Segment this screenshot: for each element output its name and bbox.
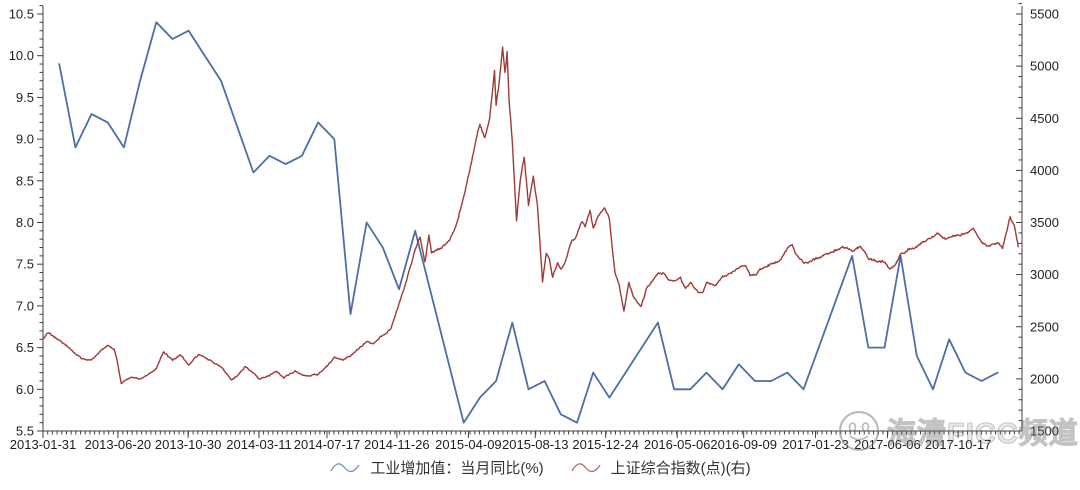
legend-wave-icon-blue [330, 462, 360, 472]
y-right-tick-label: 3500 [1030, 215, 1059, 230]
y-left-tick-label: 6.0 [16, 382, 34, 397]
y-left-tick-label: 9.5 [16, 90, 34, 105]
y-right-tick-label: 2500 [1030, 319, 1059, 334]
legend-item-industrial-output: 工业增加值：当月同比(%) [329, 457, 544, 478]
legend-item-sse-index: 上证综合指数(点)(右) [570, 457, 751, 478]
y-right-tick-label: 1500 [1030, 424, 1059, 439]
y-left-tick-label: 10.0 [9, 48, 34, 63]
x-tick-label: 2013-01-31 [10, 437, 77, 452]
y-left-tick-label: 8.0 [16, 215, 34, 230]
legend-label-industrial-output: 工业增加值：当月同比(%) [370, 460, 544, 477]
x-tick-label: 2013-06-20 [85, 437, 152, 452]
industrial-output-line [58, 21, 999, 424]
y-right-tick-label: 4500 [1030, 111, 1059, 126]
y-left-tick-label: 9.0 [16, 132, 34, 147]
x-tick-label: 2015-08-13 [502, 437, 569, 452]
x-tick-label: 2016-09-09 [710, 437, 777, 452]
x-tick-label: 2017-01-23 [782, 437, 849, 452]
x-tick-label: 2017-06-06 [854, 437, 921, 452]
y-left-tick-label: 10.5 [9, 7, 34, 22]
x-axis: 2013-01-31 2013-06-20 2013-10-30 2014-03-11… [10, 431, 1020, 452]
y-left-tick-label: 7.0 [16, 298, 34, 313]
y-axis-left: 5.5 6.0 6.5 7.0 7.5 8.0 8.5 9.0 9.5 10.0 10.5 [9, 5, 43, 439]
x-tick-label: 2014-03-11 [226, 437, 292, 452]
y-right-tick-label: 4000 [1030, 163, 1059, 178]
x-tick-label: 2013-10-30 [155, 437, 222, 452]
y-right-tick-label: 3000 [1030, 267, 1059, 282]
y-left-tick-label: 5.5 [16, 424, 34, 439]
y-right-tick-label: 5500 [1030, 7, 1059, 22]
x-tick-label: 2016-05-06 [644, 437, 711, 452]
x-tick-label: 2015-12-24 [572, 437, 639, 452]
legend-label-sse-index: 上证综合指数(点)(右) [610, 460, 751, 477]
chart-plot: 5.5 6.0 6.5 7.0 7.5 8.0 8.5 9.0 9.5 10.0 10.5 1500 2… [9, 3, 1059, 452]
y-left-tick-label: 6.5 [16, 340, 34, 355]
axes [42, 6, 1023, 432]
legend-wave-icon-red [571, 462, 601, 472]
x-tick-label: 2014-07-17 [294, 437, 361, 452]
y-right-tick-label: 2000 [1030, 371, 1059, 386]
y-left-tick-label: 7.5 [16, 257, 34, 272]
y-right-tick-label: 5000 [1030, 59, 1059, 74]
legend: 工业增加值：当月同比(%) 上证综合指数(点)(右) [0, 457, 1080, 478]
sse-index-line [42, 46, 1019, 385]
x-tick-label: 2014-11-26 [364, 437, 430, 452]
y-left-tick-label: 8.5 [16, 173, 34, 188]
x-tick-label: 2015-04-09 [435, 437, 502, 452]
x-tick-label: 2017-10-17 [925, 437, 992, 452]
y-axis-right: 1500 2000 2500 3000 3500 4000 4500 5000 5500 [1016, 3, 1059, 439]
